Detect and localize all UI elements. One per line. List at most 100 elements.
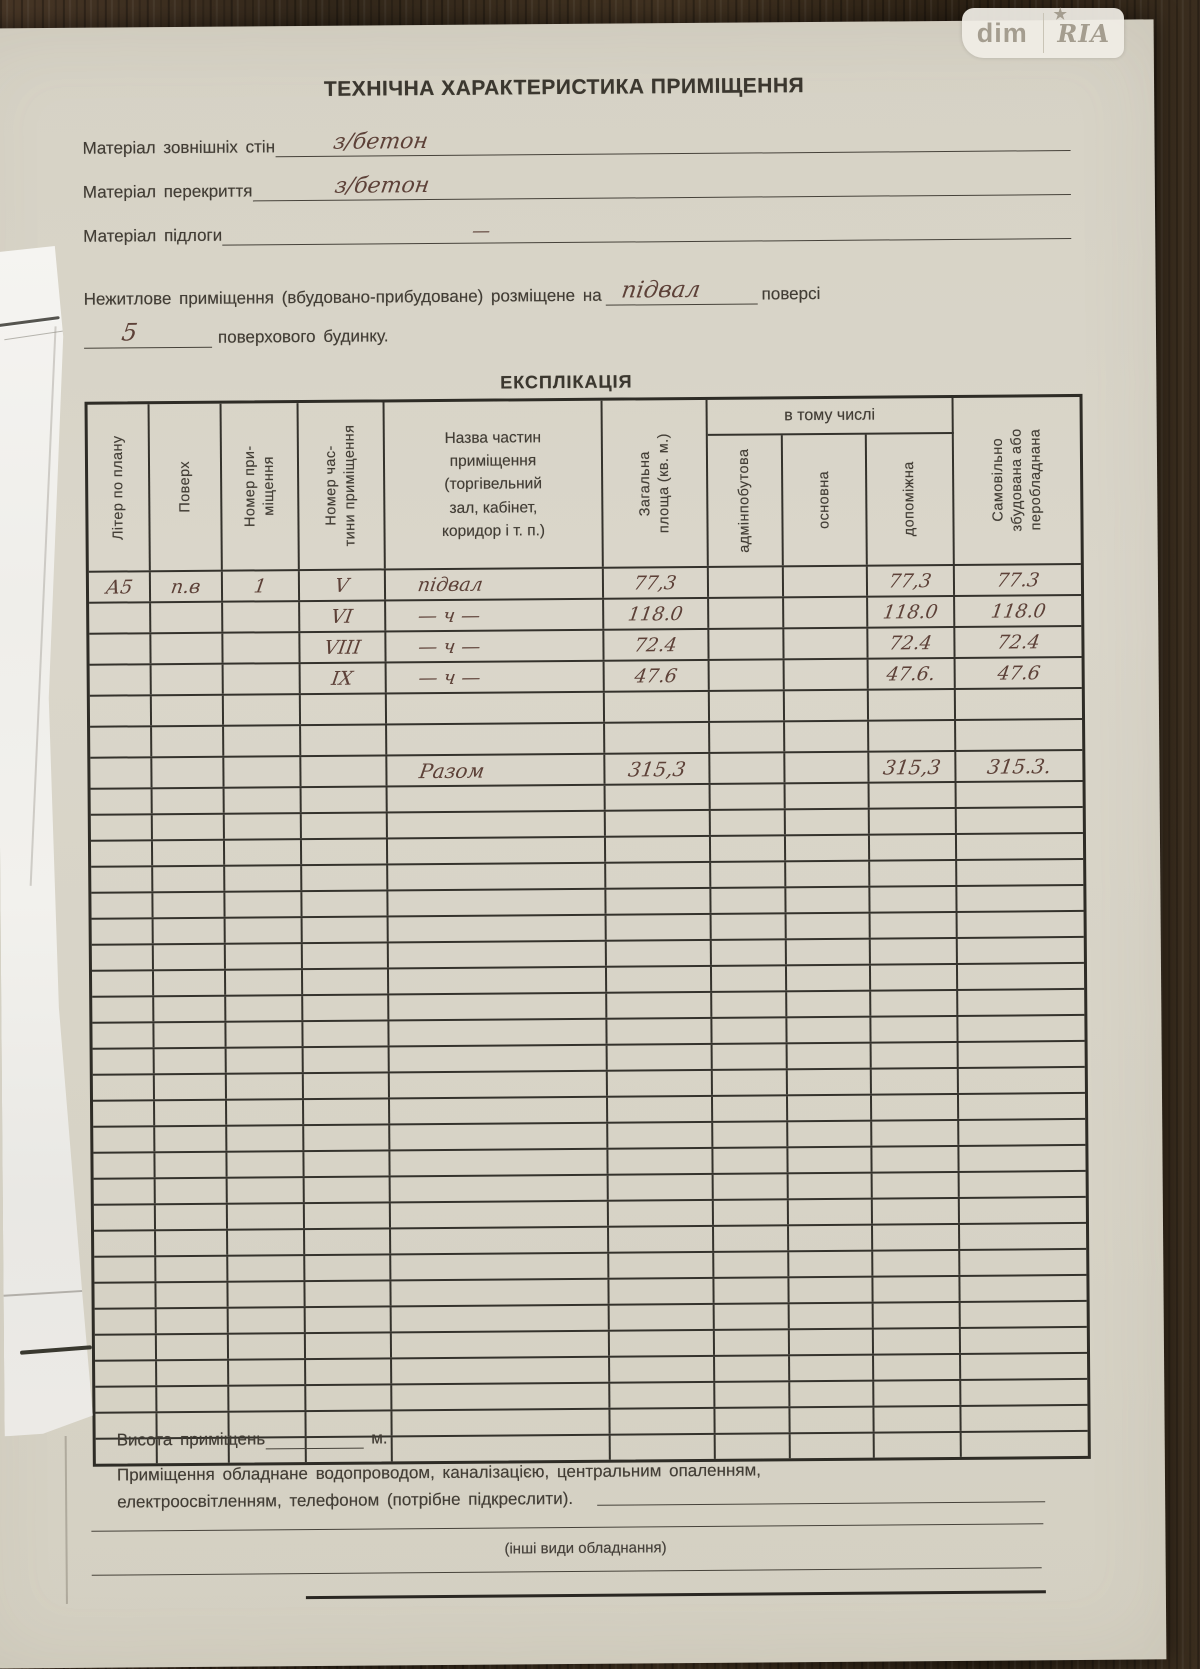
equipment-paragraph: Приміщення обладнане водопроводом, канал… <box>117 1454 1047 1515</box>
table-cell <box>788 1121 873 1147</box>
table-cell <box>154 1048 227 1074</box>
table-cell <box>391 1279 610 1306</box>
handwritten-value: підвал <box>619 276 703 304</box>
table-cell <box>871 990 959 1016</box>
table-cell <box>610 1408 716 1434</box>
page-edge <box>30 326 57 886</box>
table-cell <box>789 1277 874 1303</box>
table-cell <box>959 1120 1085 1145</box>
table-cell <box>306 1385 393 1411</box>
table-cell <box>873 1250 961 1276</box>
cell-nomer-prym: 1 <box>222 571 301 601</box>
table-cell <box>94 1257 157 1282</box>
col-header-poverh: Поверх <box>149 403 223 571</box>
cell-nomer-chast: VI <box>300 601 387 632</box>
table-cell <box>957 782 1083 807</box>
table-cell <box>785 783 870 809</box>
table-cell <box>870 938 958 964</box>
table-cell <box>872 1198 960 1224</box>
table-cell <box>91 867 154 892</box>
table-cell <box>153 892 226 918</box>
table-cell <box>227 1204 306 1229</box>
table-cell <box>713 1122 789 1147</box>
cell-zagalna: 72.4 <box>604 629 710 660</box>
table-cell <box>300 694 388 725</box>
table-cell <box>154 996 227 1022</box>
field-underline: з/бетон <box>252 170 1071 202</box>
cell-poverh: п.в <box>150 571 224 602</box>
table-cell <box>714 1252 790 1277</box>
cell-zagalna: 118.0 <box>604 598 710 629</box>
table-cell <box>608 1148 714 1174</box>
table-cell <box>873 1302 961 1328</box>
table-cell <box>787 1069 872 1095</box>
table-cell <box>153 970 227 996</box>
table-cell <box>225 918 303 943</box>
table-cell <box>94 1335 158 1360</box>
col-header-liter: Літер по плану <box>87 404 151 571</box>
table-cell <box>304 1125 391 1151</box>
cell-admin <box>710 753 786 783</box>
table-cell <box>93 1153 156 1178</box>
table-cell <box>714 1226 790 1251</box>
table-cell <box>711 888 787 913</box>
table-cell <box>790 1407 875 1433</box>
cell-dopomizhna: 315,3 <box>869 751 957 782</box>
table-cell <box>155 1178 228 1204</box>
table-cell <box>303 1073 390 1099</box>
table-cell <box>957 834 1083 859</box>
table-cell <box>607 1044 713 1070</box>
table-cell <box>224 840 303 865</box>
table-cell <box>871 1094 960 1120</box>
table-cell <box>715 1382 791 1407</box>
table-cell <box>389 1071 608 1098</box>
table-cell <box>388 915 607 942</box>
table-cell <box>959 1094 1085 1119</box>
cell-admin <box>708 567 785 597</box>
table-cell <box>958 1016 1084 1041</box>
table-cell <box>606 966 713 992</box>
table-cell <box>225 866 303 891</box>
table-cell <box>92 1075 155 1100</box>
table-cell <box>715 1434 791 1459</box>
cell-admin <box>709 598 785 628</box>
table-cell <box>785 809 870 835</box>
table-cell <box>302 969 390 995</box>
table-cell <box>605 810 711 836</box>
cell-nomer-chast: VIII <box>300 632 387 663</box>
table-cell <box>301 813 388 839</box>
table-cell <box>386 692 606 724</box>
table-cell <box>90 815 153 840</box>
cell-zagalna: 77,3 <box>603 567 710 598</box>
table-cell <box>391 1331 611 1358</box>
table-cell <box>786 861 871 887</box>
table-cell <box>93 1205 157 1230</box>
placement-suffix: поверсі <box>761 283 821 304</box>
table-cell <box>711 914 787 939</box>
table-cell <box>301 725 388 756</box>
cell-nazva: — ч — <box>386 599 605 631</box>
table-cell <box>608 1200 714 1226</box>
table-cell <box>388 863 607 890</box>
table-cell <box>786 939 871 965</box>
table-cell <box>304 1151 391 1177</box>
table-cell <box>228 1282 306 1307</box>
cell-samovilno: 118.0 <box>989 599 1048 623</box>
table-cell <box>712 1096 789 1121</box>
table-cell <box>607 992 713 1018</box>
table-cell <box>788 1147 873 1173</box>
table-cell <box>605 836 712 862</box>
table-cell <box>872 1172 960 1198</box>
table-cell <box>957 886 1083 911</box>
table-cell <box>874 1354 962 1380</box>
table-cell <box>872 1120 960 1146</box>
table-cell <box>391 1227 610 1254</box>
table-cell <box>957 808 1083 833</box>
table-cell <box>960 1276 1086 1301</box>
table-cell <box>94 1283 157 1308</box>
table-cell <box>305 1255 392 1281</box>
table-cell <box>94 1309 157 1334</box>
table-cell <box>786 965 872 991</box>
table-cell <box>392 1409 611 1436</box>
table-cell <box>961 1328 1087 1353</box>
